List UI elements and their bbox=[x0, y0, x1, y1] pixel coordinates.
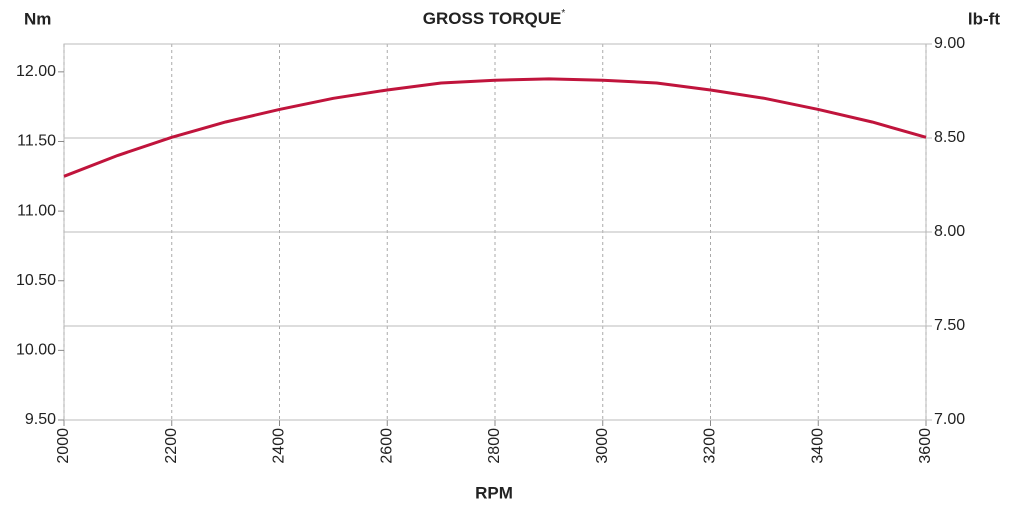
y-tick-label: 10.00 bbox=[16, 342, 56, 359]
x-tick-label: 2000 bbox=[55, 428, 72, 464]
chart-title: GROSS TORQUE* bbox=[423, 8, 566, 29]
y2-tick-label: 7.50 bbox=[934, 317, 965, 334]
x-tick-label: 3000 bbox=[594, 428, 611, 464]
y-tick-label: 11.50 bbox=[17, 133, 56, 150]
y-tick-label: 11.00 bbox=[17, 202, 56, 219]
x-tick-label: 2200 bbox=[163, 428, 180, 464]
title-superscript: * bbox=[561, 8, 565, 19]
y-tick-label: 10.50 bbox=[16, 272, 56, 289]
y2-tick-label: 8.00 bbox=[934, 223, 965, 240]
y-axis-label: Nm bbox=[24, 9, 51, 28]
y2-tick-label: 8.50 bbox=[934, 129, 965, 146]
y-tick-label: 12.00 bbox=[16, 63, 56, 80]
line-series bbox=[63, 77, 927, 178]
x-tick-label: 2400 bbox=[271, 428, 288, 464]
y2-axis-label: lb-ft bbox=[968, 9, 1000, 28]
x-tick-label: 2800 bbox=[486, 428, 503, 464]
y2-tick-label: 9.00 bbox=[934, 35, 965, 52]
x-tick-label: 3400 bbox=[809, 428, 826, 464]
title-text: GROSS TORQUE bbox=[423, 9, 562, 28]
x-tick-label: 3600 bbox=[917, 428, 934, 464]
x-axis-label: RPM bbox=[475, 483, 513, 502]
y-tick-label: 9.50 bbox=[25, 411, 56, 428]
x-tick-label: 3200 bbox=[702, 428, 719, 464]
x-tick-label: 2600 bbox=[378, 428, 395, 464]
y2-tick-label: 7.00 bbox=[934, 411, 965, 428]
